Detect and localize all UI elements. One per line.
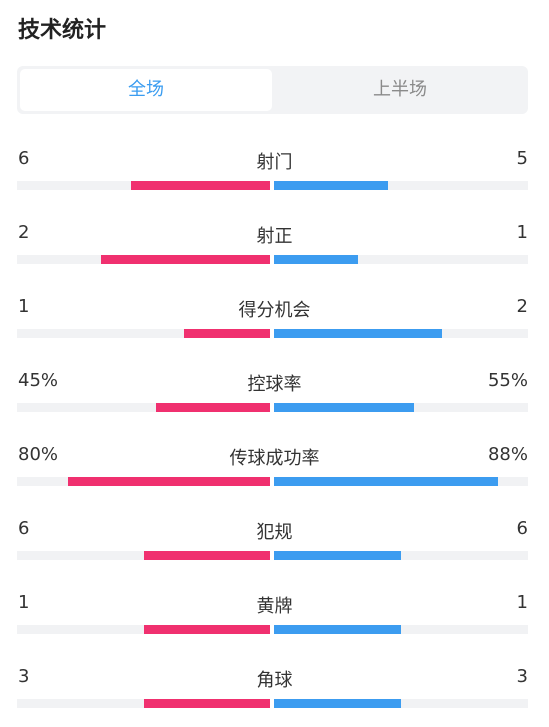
home-value: 6 [18,148,30,169]
period-tabs: 全场 上半场 [17,66,528,114]
tab-first-half[interactable]: 上半场 [373,79,427,100]
stat-row: 3 角球 3 [0,666,549,722]
away-bar [274,551,401,560]
home-bar-track [17,403,270,412]
stat-row: 1 黄牌 1 [0,592,549,648]
stat-row: 1 得分机会 2 [0,296,549,352]
away-bar [274,699,401,708]
home-bar-track [17,255,270,264]
away-bar [274,255,358,264]
home-bar [183,329,270,338]
stat-label: 控球率 [247,374,302,395]
home-value: 6 [18,518,30,539]
home-bar-track [17,551,270,560]
home-bar-track [17,625,270,634]
home-bar [143,625,270,634]
stat-row: 80% 传球成功率 88% [0,444,549,500]
away-bar [274,181,389,190]
stat-label: 角球 [256,670,293,691]
away-bar [274,625,401,634]
stat-label: 传球成功率 [229,448,320,469]
home-value: 80% [18,444,59,465]
stat-label: 黄牌 [256,596,293,617]
away-value: 1 [516,222,528,243]
home-value: 1 [18,296,30,317]
away-bar-track [274,255,528,264]
away-value: 2 [516,296,528,317]
home-value: 3 [18,666,30,687]
home-value: 1 [18,592,30,613]
home-value: 2 [18,222,30,243]
away-bar-track [274,625,528,634]
away-value: 5 [516,148,528,169]
home-bar-track [17,699,270,708]
home-value: 45% [18,370,59,391]
away-bar [274,477,498,486]
away-bar-track [274,699,528,708]
away-value: 6 [516,518,528,539]
home-bar-track [17,477,270,486]
stat-label: 射正 [256,226,293,247]
home-bar [143,551,270,560]
stat-label: 射门 [256,152,293,173]
stat-label: 犯规 [256,522,293,543]
home-bar [67,477,270,486]
home-bar [156,403,270,412]
away-bar-track [274,551,528,560]
stat-row: 6 射门 5 [0,148,549,204]
away-bar [274,403,414,412]
tab-full-match[interactable]: 全场 [20,69,272,111]
away-value: 55% [487,370,528,391]
away-bar-track [274,329,528,338]
home-bar-track [17,329,270,338]
away-bar-track [274,477,528,486]
away-value: 88% [487,444,528,465]
away-bar [274,329,442,338]
away-value: 3 [516,666,528,687]
away-bar-track [274,181,528,190]
home-bar [100,255,270,264]
home-bar-track [17,181,270,190]
stat-row: 6 犯规 6 [0,518,549,574]
stat-row: 45% 控球率 55% [0,370,549,426]
stat-label: 得分机会 [238,300,311,321]
page-title: 技术统计 [18,18,107,43]
away-value: 1 [516,592,528,613]
stat-row: 2 射正 1 [0,222,549,278]
home-bar [143,699,270,708]
away-bar-track [274,403,528,412]
home-bar [130,181,270,190]
